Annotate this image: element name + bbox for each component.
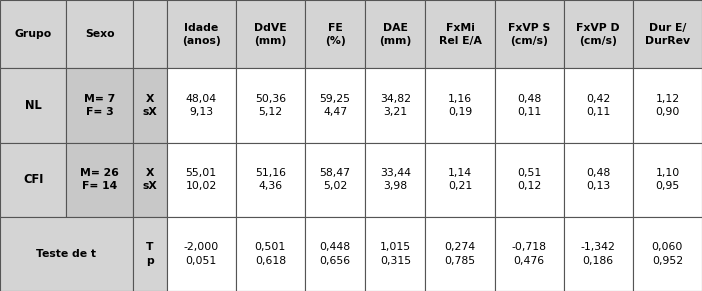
Text: 0,274
0,785: 0,274 0,785 (444, 242, 475, 265)
Bar (633, 0, 702, 68)
Bar (236, 68, 305, 143)
Bar (425, 68, 495, 143)
Bar (425, 217, 495, 291)
Text: 0,48
0,13: 0,48 0,13 (586, 168, 611, 191)
Bar (166, 143, 236, 217)
Bar (0, 143, 67, 217)
Bar (133, 0, 166, 68)
Bar (495, 0, 564, 68)
Bar (0, 0, 67, 68)
Text: 0,42
0,11: 0,42 0,11 (586, 94, 611, 117)
Text: FxMi
Rel E/A: FxMi Rel E/A (439, 23, 482, 46)
Bar (67, 68, 133, 143)
Text: X
sX: X sX (143, 94, 157, 117)
Text: 1,10
0,95: 1,10 0,95 (655, 168, 680, 191)
Text: 0,48
0,11: 0,48 0,11 (517, 94, 541, 117)
Text: NL: NL (25, 99, 41, 112)
Text: DdVE
(mm): DdVE (mm) (254, 23, 286, 46)
Text: FxVP D
(cm/s): FxVP D (cm/s) (576, 23, 620, 46)
Text: -0,718
0,476: -0,718 0,476 (512, 242, 547, 265)
Bar (633, 143, 702, 217)
Bar (305, 143, 365, 217)
Text: 33,44
3,98: 33,44 3,98 (380, 168, 411, 191)
Bar (633, 217, 702, 291)
Bar (236, 217, 305, 291)
Text: 34,82
3,21: 34,82 3,21 (380, 94, 411, 117)
Bar (495, 217, 564, 291)
Bar (365, 0, 425, 68)
Text: 0,51
0,12: 0,51 0,12 (517, 168, 541, 191)
Text: 1,015
0,315: 1,015 0,315 (380, 242, 411, 265)
Bar (365, 143, 425, 217)
Bar (425, 143, 495, 217)
Text: DAE
(mm): DAE (mm) (379, 23, 411, 46)
Text: Idade
(anos): Idade (anos) (182, 23, 220, 46)
Text: Grupo: Grupo (15, 29, 52, 39)
Text: 59,25
4,47: 59,25 4,47 (319, 94, 350, 117)
Text: CFI: CFI (23, 173, 44, 186)
Text: FE
(%): FE (%) (324, 23, 345, 46)
Bar (495, 68, 564, 143)
Text: M= 26
F= 14: M= 26 F= 14 (80, 168, 119, 191)
Bar (495, 143, 564, 217)
Bar (564, 143, 633, 217)
Text: X
sX: X sX (143, 168, 157, 191)
Bar (0, 217, 133, 291)
Bar (133, 68, 166, 143)
Bar (166, 217, 236, 291)
Text: 1,16
0,19: 1,16 0,19 (448, 94, 472, 117)
Text: 0,501
0,618: 0,501 0,618 (255, 242, 286, 265)
Bar (0, 68, 67, 143)
Bar (67, 143, 133, 217)
Text: 48,04
9,13: 48,04 9,13 (185, 94, 217, 117)
Text: T
p: T p (146, 242, 154, 265)
Text: Sexo: Sexo (85, 29, 114, 39)
Bar (365, 217, 425, 291)
Text: -1,342
0,186: -1,342 0,186 (581, 242, 616, 265)
Bar (564, 0, 633, 68)
Bar (133, 217, 166, 291)
Bar (564, 68, 633, 143)
Bar (633, 68, 702, 143)
Text: -2,000
0,051: -2,000 0,051 (184, 242, 219, 265)
Text: FxVP S
(cm/s): FxVP S (cm/s) (508, 23, 550, 46)
Text: 1,14
0,21: 1,14 0,21 (448, 168, 472, 191)
Bar (166, 0, 236, 68)
Bar (305, 217, 365, 291)
Text: 58,47
5,02: 58,47 5,02 (319, 168, 350, 191)
Bar (305, 68, 365, 143)
Bar (133, 143, 166, 217)
Bar (365, 68, 425, 143)
Text: Dur E/
DurRev: Dur E/ DurRev (645, 23, 690, 46)
Bar (305, 0, 365, 68)
Text: 55,01
10,02: 55,01 10,02 (185, 168, 217, 191)
Text: 51,16
4,36: 51,16 4,36 (255, 168, 286, 191)
Text: M= 7
F= 3: M= 7 F= 3 (84, 94, 115, 117)
Bar (236, 143, 305, 217)
Bar (67, 0, 133, 68)
Text: 0,448
0,656: 0,448 0,656 (319, 242, 350, 265)
Bar (166, 68, 236, 143)
Text: Teste de t: Teste de t (37, 249, 96, 259)
Text: 1,12
0,90: 1,12 0,90 (655, 94, 680, 117)
Bar (236, 0, 305, 68)
Bar (564, 217, 633, 291)
Bar (425, 0, 495, 68)
Text: 0,060
0,952: 0,060 0,952 (651, 242, 683, 265)
Text: 50,36
5,12: 50,36 5,12 (255, 94, 286, 117)
